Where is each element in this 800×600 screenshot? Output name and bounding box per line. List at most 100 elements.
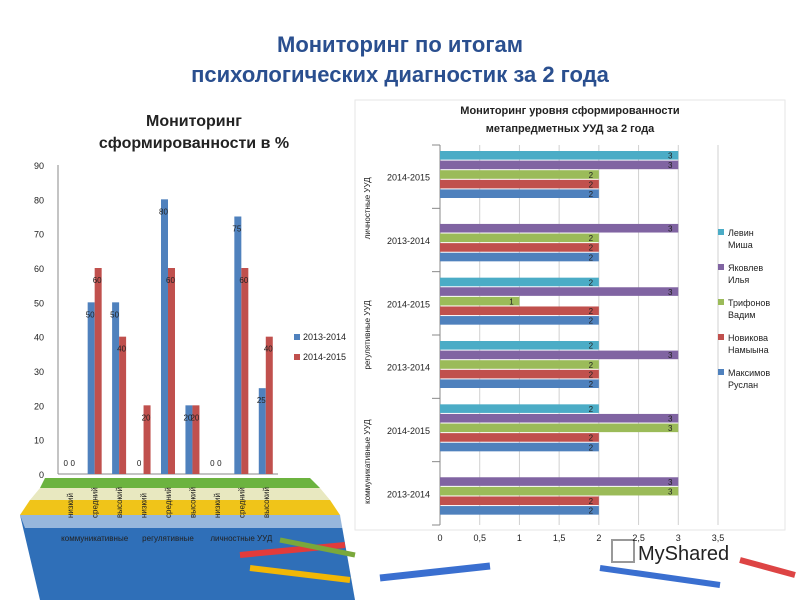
chart1-category-label: средний	[91, 487, 100, 518]
chart2-category-label: 2013-2014	[387, 489, 430, 499]
chart2-legend-swatch	[718, 299, 724, 305]
chart1-y-tick: 90	[34, 161, 44, 171]
chart2-data-label: 3	[668, 424, 673, 433]
chart2-data-label: 2	[589, 380, 594, 389]
chart2-x-tick: 2	[596, 533, 601, 543]
chart1-legend-label: 2013-2014	[303, 332, 346, 342]
chart2-data-label: 2	[589, 361, 594, 370]
chart2-data-label: 3	[668, 161, 673, 170]
chart2-bar	[440, 252, 599, 262]
chart2-legend-label-line2: Вадим	[728, 310, 755, 320]
chart2-bar	[440, 486, 679, 496]
chart2-bar	[440, 316, 599, 325]
chart1-data-label: 50	[110, 310, 119, 319]
chart2-bar	[440, 223, 679, 233]
chart1-category-label: низкий	[66, 493, 75, 518]
chart1-category-label: средний	[164, 487, 173, 518]
chart1-data-label: 75	[232, 225, 241, 234]
chart2-title-line2: метапредметных УУД за 2 года	[486, 123, 655, 135]
chart2-data-label: 3	[668, 225, 673, 234]
chart1-bar	[265, 336, 273, 474]
chart2-bar	[440, 287, 679, 296]
chart1-data-label: 20	[190, 413, 199, 422]
chart1-y-tick: 60	[34, 264, 44, 274]
chart2-legend-label: Максимов	[728, 368, 770, 378]
chart2-data-label: 2	[589, 278, 594, 287]
chart1-y-tick: 80	[34, 195, 44, 205]
chart1-data-label: 0	[137, 459, 142, 468]
chart1-bar	[119, 336, 127, 474]
chart2-legend-label-line2: Намыына	[728, 345, 769, 355]
chart2-bar	[440, 277, 599, 287]
watermark-text: MyShared	[638, 543, 729, 565]
chart2-data-label: 3	[668, 288, 673, 297]
chart2-bar	[440, 423, 679, 433]
chart1-group-label: личностные УУД	[210, 534, 272, 543]
chart2-data-label: 3	[668, 415, 673, 424]
chart2-bar	[440, 477, 679, 486]
chart2-bar	[440, 404, 599, 413]
chart2-category-label: 2014-2015	[387, 173, 430, 183]
chart1-bar	[143, 405, 151, 474]
chart1-bar	[112, 302, 120, 474]
chart1-category-label: высокий	[262, 487, 271, 518]
chart2-x-tick: 3,5	[712, 533, 725, 543]
chart2-data-label: 2	[589, 234, 594, 243]
chart2-legend-label-line2: Миша	[728, 240, 753, 250]
chart2-bar	[440, 496, 599, 506]
chart2-bar	[440, 151, 679, 160]
chart1-bar	[192, 405, 200, 474]
chart2-group-label: личностные УУД	[363, 177, 372, 239]
chart2-title-line1: Мониторинг уровня сформированности	[460, 105, 679, 117]
chart1-legend-label: 2014-2015	[303, 352, 346, 362]
chart2-legend-label-line2: Илья	[728, 275, 749, 285]
chart2-bar	[440, 369, 599, 379]
chart2-legend-label-line2: Руслан	[728, 380, 758, 390]
chart2-data-label: 2	[589, 180, 594, 189]
chart2-bar	[440, 306, 599, 316]
chart1-data-label: 40	[264, 345, 273, 354]
chart2-bar	[440, 233, 599, 243]
chart2-data-label: 2	[589, 253, 594, 262]
chart1-data-label: 0	[217, 459, 222, 468]
chart2-legend-swatch	[718, 264, 724, 270]
chart1-bar	[185, 405, 193, 474]
chart2-bar	[440, 170, 599, 179]
chart2-bar	[440, 189, 599, 198]
pencils-icon	[239, 537, 796, 588]
chart2-x-tick: 1	[517, 533, 522, 543]
chart1-data-label: 20	[142, 413, 151, 422]
chart1-bar	[94, 268, 102, 474]
chart1-bar	[87, 302, 95, 474]
chart1-category-label: высокий	[188, 487, 197, 518]
slide-title-line1: Мониторинг по итогам	[277, 32, 523, 57]
chart2-data-label: 2	[589, 171, 594, 180]
book-stack-icon	[20, 478, 355, 600]
chart1-bar	[161, 199, 168, 475]
chart1-category-label: низкий	[213, 493, 222, 518]
chart2-data-label: 2	[589, 507, 594, 516]
chart2-legend-label: Новикова	[728, 333, 768, 343]
chart2-data-label: 2	[589, 443, 594, 452]
chart2-data-label: 1	[509, 297, 514, 306]
chart1-data-label: 20	[183, 413, 192, 422]
chart2-bar	[440, 341, 599, 350]
chart1-data-label: 25	[257, 396, 266, 405]
chart1-y-tick: 0	[39, 470, 44, 480]
chart2-bar	[440, 296, 520, 306]
chart1-category-label: низкий	[140, 493, 149, 518]
chart1-group-label: коммуникативные	[61, 534, 129, 543]
chart2-legend-label: Левин	[728, 228, 754, 238]
chart2-data-label: 2	[589, 307, 594, 316]
chart1-category-label: высокий	[115, 487, 124, 518]
chart1-y-tick: 50	[34, 298, 44, 308]
chart2-data-label: 2	[589, 405, 594, 414]
chart2-legend-label: Трифонов	[728, 298, 770, 308]
chart2-x-tick: 2,5	[632, 533, 645, 543]
chart2-category-label: 2013-2014	[387, 363, 430, 373]
chart2-x-tick: 1,5	[553, 533, 566, 543]
chart2-bar	[440, 350, 679, 360]
chart2-x-tick: 3	[676, 533, 681, 543]
